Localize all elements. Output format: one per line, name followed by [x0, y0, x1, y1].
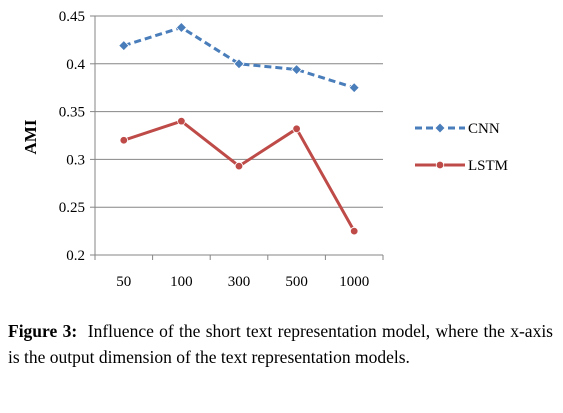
y-axis-label: AMI	[21, 119, 40, 154]
data-point	[177, 116, 186, 126]
data-point	[118, 40, 130, 52]
series-line-cnn	[123, 25, 355, 90]
x-tick-label: 500	[285, 274, 308, 290]
series-cnn	[118, 21, 360, 94]
caption-text: Influence of the short text representati…	[8, 321, 553, 367]
x-tick-label: 100	[170, 274, 193, 290]
data-point	[348, 82, 360, 94]
y-tick-label: 0.4	[66, 57, 85, 73]
caption-lead: Figure 3:	[8, 321, 78, 341]
x-tick-label: 50	[116, 274, 131, 290]
series-line-lstm	[123, 119, 356, 232]
data-point	[233, 58, 245, 70]
series-lstm	[119, 116, 359, 236]
legend-marker	[435, 160, 445, 170]
data-point	[175, 21, 187, 34]
y-tick-labels: 0.2 0.25 0.3 0.35 0.4 0.45	[59, 9, 86, 264]
data-point	[292, 124, 301, 134]
y-tick-label: 0.25	[59, 200, 85, 216]
axes	[90, 15, 384, 260]
legend-item-cnn: CNN	[415, 121, 500, 137]
legend-label: CNN	[468, 121, 500, 137]
y-tick-label: 0.3	[66, 152, 85, 168]
chart: 0.2 0.25 0.3 0.35 0.4 0.45 50 100 300 500 1000 AM…	[21, 9, 508, 290]
y-tick-label: 0.35	[59, 105, 85, 121]
legend: CNN LSTM	[415, 121, 508, 174]
legend-label: LSTM	[468, 158, 508, 174]
legend-marker	[434, 122, 446, 134]
legend-item-lstm: LSTM	[415, 158, 508, 174]
y-tick-label: 0.2	[66, 248, 85, 264]
data-point	[119, 136, 128, 145]
x-tick-labels: 50 100 300 500 1000	[116, 274, 369, 290]
y-tick-label: 0.45	[59, 9, 85, 25]
series-group	[118, 21, 360, 236]
figure-caption: Figure 3: Influence of the short text re…	[8, 318, 553, 370]
x-tick-label: 300	[228, 274, 251, 290]
data-point	[234, 161, 244, 171]
data-point	[350, 226, 359, 236]
x-tick-label: 1000	[339, 274, 369, 290]
data-point	[291, 63, 303, 76]
